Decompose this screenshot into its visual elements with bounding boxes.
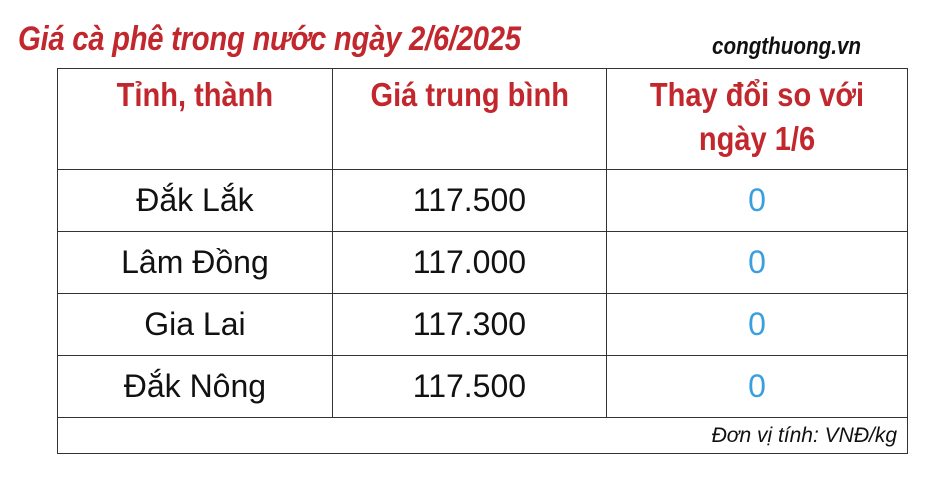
header-change: Thay đổi so với ngày 1/6 [606,68,908,170]
province-cell: Lâm Đồng [57,231,333,294]
table-row: Gia Lai 117.300 0 [57,293,908,356]
table-header-row: Tỉnh, thành Giá trung bình Thay đổi so v… [57,68,908,170]
unit-note: Đơn vị tính: VNĐ/kg [57,417,908,454]
table-row: Đắk Nông 117.500 0 [57,355,908,418]
price-cell: 117.300 [331,293,608,356]
brand-logo-text: congthuong.vn [712,33,862,60]
price-cell: 117.000 [331,231,608,294]
page-title: Giá cà phê trong nước ngày 2/6/2025 [18,20,521,58]
table-row: Đắk Lắk 117.500 0 [57,169,908,232]
coffee-price-table: Tỉnh, thành Giá trung bình Thay đổi so v… [57,68,908,454]
table-footer-row: Đơn vị tính: VNĐ/kg [57,417,908,454]
change-cell: 0 [606,231,908,294]
price-cell: 117.500 [331,169,608,232]
table-row: Lâm Đồng 117.000 0 [57,231,908,294]
province-cell: Đắk Lắk [57,169,333,232]
province-cell: Gia Lai [57,293,333,356]
change-cell: 0 [606,169,908,232]
header-province: Tỉnh, thành [57,68,333,170]
change-cell: 0 [606,355,908,418]
price-cell: 117.500 [331,355,608,418]
header-average-price: Giá trung bình [331,68,608,170]
province-cell: Đắk Nông [57,355,333,418]
change-cell: 0 [606,293,908,356]
